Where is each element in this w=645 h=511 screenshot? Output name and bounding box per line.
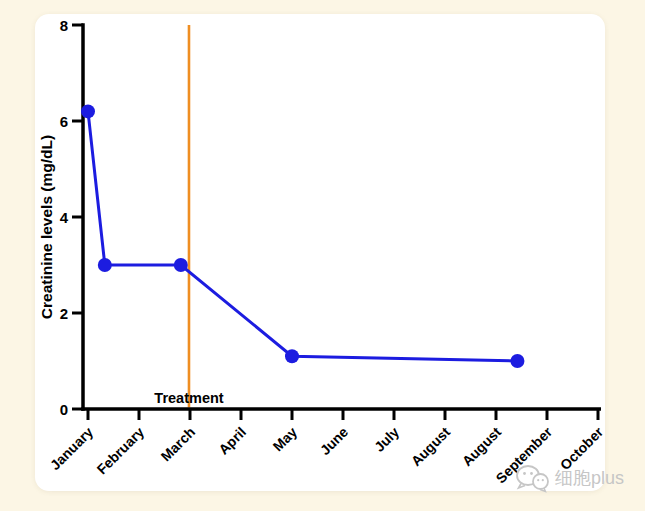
y-tick-label: 8	[60, 17, 68, 34]
y-tick-label: 0	[60, 401, 68, 418]
wechat-bubbles-icon	[514, 463, 552, 493]
creatinine-line-chart: 0 2 4 6 8 JanuaryFebruary March April May June Jul…	[0, 0, 645, 511]
x-tick-label: January	[47, 424, 96, 473]
x-tick-label: March	[158, 424, 198, 464]
x-tick-label: June	[317, 424, 352, 459]
x-tick-label: August	[459, 424, 505, 470]
y-tick-label: 2	[60, 305, 68, 322]
x-tick-label: February	[93, 424, 147, 478]
data-point	[98, 258, 112, 272]
data-point	[174, 258, 188, 272]
data-point	[510, 354, 524, 368]
data-line	[88, 111, 517, 361]
x-tick-label: July	[371, 424, 402, 455]
watermark-text: 细胞plus	[555, 469, 624, 487]
y-tick-label: 6	[60, 113, 68, 130]
y-tick-label: 4	[60, 209, 69, 226]
data-point	[81, 104, 95, 118]
x-tick-label: May	[270, 424, 301, 455]
chart-plot-area: 0 2 4 6 8 JanuaryFebruary March April May June Jul…	[47, 17, 607, 487]
x-tick-label: April	[215, 424, 249, 458]
y-axis-title: Creatinine levels (mg/dL)	[38, 135, 55, 319]
watermark: 细胞plus	[514, 463, 624, 493]
x-tick-label: August	[408, 424, 454, 470]
treatment-label: Treatment	[154, 390, 223, 406]
data-point	[285, 349, 299, 363]
